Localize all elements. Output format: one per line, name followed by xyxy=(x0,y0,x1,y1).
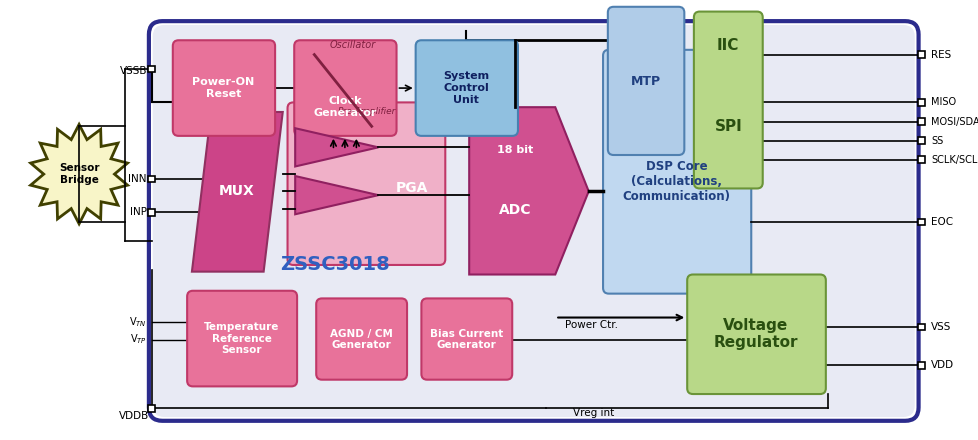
Text: INN: INN xyxy=(128,174,147,184)
Text: Power-ON
Reset: Power-ON Reset xyxy=(192,77,254,99)
Polygon shape xyxy=(30,125,127,224)
Text: Sensor
Bridge: Sensor Bridge xyxy=(59,163,99,185)
Polygon shape xyxy=(295,128,378,166)
Polygon shape xyxy=(295,176,378,214)
FancyBboxPatch shape xyxy=(294,40,396,136)
Text: SPI: SPI xyxy=(714,119,741,134)
Bar xyxy=(149,209,155,216)
Bar xyxy=(149,405,155,412)
Text: 18 bit: 18 bit xyxy=(497,145,533,155)
Text: ADC: ADC xyxy=(499,203,531,217)
Bar xyxy=(917,99,924,106)
Text: MOSI/SDA: MOSI/SDA xyxy=(930,117,978,127)
Text: DSP Core
(Calculations,
Communication): DSP Core (Calculations, Communication) xyxy=(622,160,730,203)
Text: Pre-Amplifier: Pre-Amplifier xyxy=(337,107,396,117)
Text: MUX: MUX xyxy=(219,184,254,198)
Text: Bias Current
Generator: Bias Current Generator xyxy=(429,329,503,350)
Bar xyxy=(917,118,924,125)
Bar xyxy=(149,66,155,72)
Text: Oscillator: Oscillator xyxy=(329,40,376,50)
Text: Temperature
Reference
Sensor: Temperature Reference Sensor xyxy=(203,322,279,355)
FancyBboxPatch shape xyxy=(288,103,445,265)
Text: INP: INP xyxy=(130,207,147,217)
Text: Clock
Generator: Clock Generator xyxy=(313,96,377,118)
Text: PGA: PGA xyxy=(395,181,427,195)
FancyBboxPatch shape xyxy=(153,25,913,417)
Text: MTP: MTP xyxy=(631,75,660,88)
Bar xyxy=(149,176,155,182)
FancyBboxPatch shape xyxy=(693,11,762,188)
Bar xyxy=(917,362,924,369)
FancyBboxPatch shape xyxy=(421,298,511,380)
Text: VDDB: VDDB xyxy=(118,411,149,421)
Text: VDD: VDD xyxy=(930,360,954,370)
Text: SCLK/SCL: SCLK/SCL xyxy=(930,155,976,165)
Text: V$_{TP}$: V$_{TP}$ xyxy=(130,333,147,346)
Text: Vreg int: Vreg int xyxy=(572,408,613,418)
Bar xyxy=(917,51,924,58)
FancyBboxPatch shape xyxy=(173,40,275,136)
Polygon shape xyxy=(192,112,283,271)
Text: VSS: VSS xyxy=(930,322,951,332)
Text: MISO: MISO xyxy=(930,97,956,107)
Bar xyxy=(917,137,924,144)
Text: RES: RES xyxy=(930,50,951,59)
Bar xyxy=(917,219,924,225)
Text: SS: SS xyxy=(930,136,942,146)
FancyBboxPatch shape xyxy=(187,291,296,386)
FancyBboxPatch shape xyxy=(607,7,684,155)
Text: AGND / CM
Generator: AGND / CM Generator xyxy=(330,329,392,350)
FancyBboxPatch shape xyxy=(602,50,750,293)
Text: VSSB: VSSB xyxy=(119,66,147,76)
FancyBboxPatch shape xyxy=(316,298,407,380)
Text: IIC: IIC xyxy=(717,37,738,52)
FancyBboxPatch shape xyxy=(149,21,917,421)
Polygon shape xyxy=(468,107,588,275)
FancyBboxPatch shape xyxy=(687,275,825,394)
Text: System
Control
Unit: System Control Unit xyxy=(443,71,489,105)
Bar xyxy=(917,324,924,330)
Text: ZSSC3018: ZSSC3018 xyxy=(280,256,390,275)
FancyBboxPatch shape xyxy=(416,40,517,136)
Text: V$_{TN}$: V$_{TN}$ xyxy=(129,315,147,329)
Bar xyxy=(917,157,924,163)
Text: Power Ctr.: Power Ctr. xyxy=(564,320,617,330)
Text: Voltage
Regulator: Voltage Regulator xyxy=(713,318,797,350)
Text: EOC: EOC xyxy=(930,217,953,227)
